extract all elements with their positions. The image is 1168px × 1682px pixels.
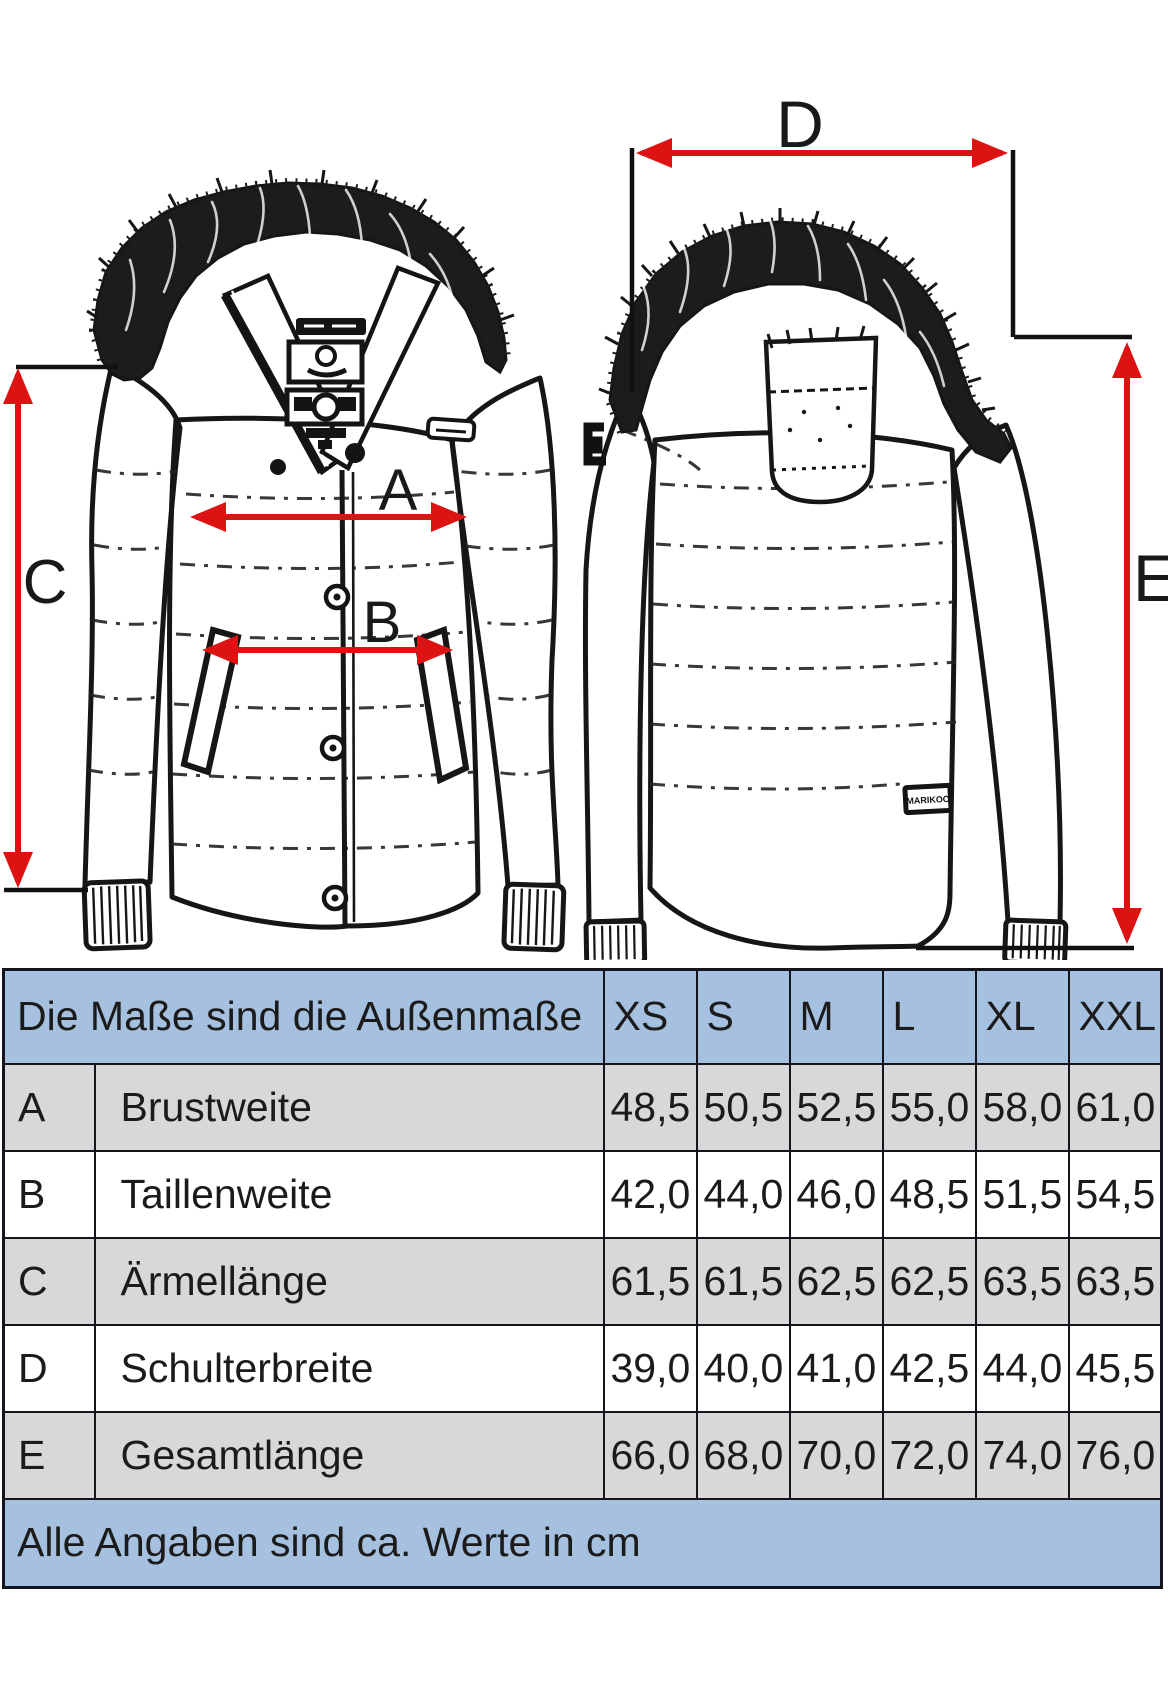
table-row-brustweite: A Brustweite 48,5 50,5 52,5 55,0 58,0 61… [2, 1063, 1163, 1152]
back-quilting [621, 428, 957, 791]
value-cell: 70,0 [788, 1411, 884, 1500]
back-left-sleeve [582, 389, 657, 925]
size-chart-table: Die Maße sind die Außenmaße XS S M L XL … [2, 968, 1163, 1589]
value-cell: 41,0 [788, 1324, 884, 1413]
front-pockets [180, 625, 470, 785]
front-right-cuff [501, 881, 567, 953]
label-c: C [23, 548, 68, 617]
back-patch-label: MARIKOO [906, 794, 950, 806]
value-cell: 76,0 [1067, 1411, 1163, 1500]
jacket-front-view [81, 169, 567, 953]
value-cell: 39,0 [602, 1324, 698, 1413]
back-brand-patch: MARIKOO [902, 782, 954, 816]
value-cell: 66,0 [602, 1411, 698, 1500]
measurement-ticks [4, 148, 1134, 951]
size-col-header-xxl: XXL [1067, 968, 1163, 1065]
measure-name-cell: Ärmellänge [93, 1237, 605, 1326]
size-col-header-l: L [881, 968, 977, 1065]
measure-name-cell: Schulterbreite [93, 1324, 605, 1413]
back-hanger-loop [583, 422, 606, 466]
measure-key-cell: B [2, 1150, 96, 1239]
jacket-back-view: MARIKOO [582, 208, 1069, 960]
value-cell: 40,0 [695, 1324, 791, 1413]
value-cell: 52,5 [788, 1063, 884, 1152]
value-cell: 50,5 [695, 1063, 791, 1152]
table-footer-note: Alle Angaben sind ca. Werte in cm [2, 1498, 1163, 1589]
value-cell: 44,0 [974, 1324, 1070, 1413]
table-header-row: Die Maße sind die Außenmaße XS S M L XL … [2, 968, 1163, 1065]
value-cell: 48,5 [881, 1150, 977, 1239]
front-chest-patch [425, 416, 477, 443]
measure-name-cell: Taillenweite [93, 1150, 605, 1239]
measure-key-cell: D [2, 1324, 96, 1413]
size-diagram: MARIKOO A B C D E [3, 87, 1168, 960]
back-hood-fur [598, 208, 1013, 464]
value-cell: 42,5 [881, 1324, 977, 1413]
label-d: D [776, 87, 824, 161]
value-cell: 74,0 [974, 1411, 1070, 1500]
back-right-cuff [1002, 917, 1069, 960]
label-b: B [363, 590, 402, 655]
value-cell: 68,0 [695, 1411, 791, 1500]
front-collar-emblem [284, 318, 366, 449]
value-cell: 63,5 [974, 1237, 1070, 1326]
table-title-cell: Die Maße sind die Außenmaße [2, 968, 605, 1065]
value-cell: 62,5 [881, 1237, 977, 1326]
measurement-arrow-d [636, 138, 1008, 168]
size-col-header-xs: XS [602, 968, 698, 1065]
value-cell: 62,5 [788, 1237, 884, 1326]
measurement-arrow-c [3, 368, 33, 888]
measure-key-cell: C [2, 1237, 96, 1326]
front-placket [339, 469, 356, 925]
size-col-header-s: S [695, 968, 791, 1065]
value-cell: 46,0 [788, 1150, 884, 1239]
front-fur-collar [86, 169, 515, 382]
value-cell: 58,0 [974, 1063, 1070, 1152]
value-cell: 55,0 [881, 1063, 977, 1152]
front-quilting [87, 468, 555, 851]
measurement-arrow-a [190, 502, 467, 532]
table-row-aermellaenge: C Ärmellänge 61,5 61,5 62,5 62,5 63,5 63… [2, 1237, 1163, 1326]
back-torso [647, 430, 958, 951]
label-e: E [1133, 541, 1168, 615]
measurement-arrow-e [1112, 342, 1142, 944]
label-a: A [379, 458, 418, 523]
value-cell: 48,5 [602, 1063, 698, 1152]
size-col-header-m: M [788, 968, 884, 1065]
value-cell: 44,0 [695, 1150, 791, 1239]
value-cell: 54,5 [1067, 1150, 1163, 1239]
table-row-schulterbreite: D Schulterbreite 39,0 40,0 41,0 42,5 44,… [2, 1324, 1163, 1413]
back-right-sleeve [951, 422, 1063, 925]
back-hood-panel [763, 325, 879, 505]
measure-name-cell: Brustweite [93, 1063, 605, 1152]
back-left-cuff [583, 918, 648, 960]
value-cell: 61,5 [695, 1237, 791, 1326]
table-footer-row: Alle Angaben sind ca. Werte in cm [2, 1498, 1163, 1589]
front-buttons [270, 443, 365, 912]
measure-key-cell: E [2, 1411, 96, 1500]
size-col-header-xl: XL [974, 968, 1070, 1065]
measurement-arrow-b [202, 635, 453, 665]
measure-name-cell: Gesamtlänge [93, 1411, 605, 1500]
front-left-cuff [81, 878, 153, 952]
value-cell: 42,0 [602, 1150, 698, 1239]
table-row-gesamtlaenge: E Gesamtlänge 66,0 68,0 70,0 72,0 74,0 7… [2, 1411, 1163, 1500]
table-row-taillenweite: B Taillenweite 42,0 44,0 46,0 48,5 51,5 … [2, 1150, 1163, 1239]
value-cell: 63,5 [1067, 1237, 1163, 1326]
measure-key-cell: A [2, 1063, 96, 1152]
value-cell: 45,5 [1067, 1324, 1163, 1413]
value-cell: 51,5 [974, 1150, 1070, 1239]
value-cell: 61,0 [1067, 1063, 1163, 1152]
value-cell: 61,5 [602, 1237, 698, 1326]
value-cell: 72,0 [881, 1411, 977, 1500]
